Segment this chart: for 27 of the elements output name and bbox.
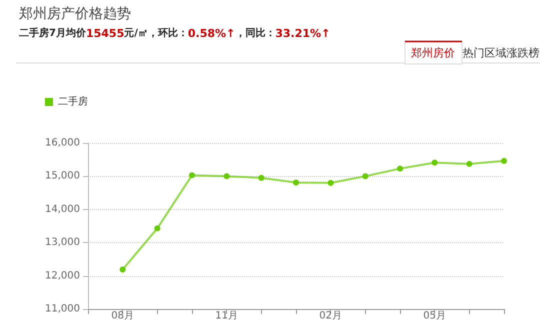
point bbox=[293, 180, 299, 186]
chart-subtitle: 二手房7月均价15455元/㎡，环比：0.58%↑，同比：33.21%↑ bbox=[19, 27, 330, 40]
point bbox=[432, 160, 438, 166]
y-tick-label: 15,000 bbox=[45, 170, 80, 182]
y-tick-label: 16,000 bbox=[45, 138, 80, 148]
y-tick-label: 11,000 bbox=[45, 304, 80, 314]
y-tick-label: 12,000 bbox=[45, 270, 80, 282]
x-tick-label: 11月 bbox=[215, 310, 238, 322]
point bbox=[397, 166, 403, 172]
text: 热门区域涨跌榜 bbox=[462, 46, 540, 60]
legend-label: 二手房 bbox=[58, 96, 88, 108]
point bbox=[154, 225, 160, 232]
point bbox=[362, 173, 368, 180]
x-tick-label: 08月 bbox=[111, 310, 134, 322]
y-tick-label: 14,000 bbox=[45, 204, 80, 215]
point bbox=[501, 158, 507, 164]
y-tick-label: 13,000 bbox=[45, 237, 80, 248]
point bbox=[258, 174, 264, 181]
point bbox=[466, 160, 472, 167]
point bbox=[120, 266, 126, 272]
text: 郑州房价 bbox=[411, 46, 455, 60]
chart-title: 郑州房产价格趋势 bbox=[19, 6, 131, 22]
point bbox=[224, 173, 230, 180]
x-tick-label: 02月 bbox=[319, 310, 342, 322]
x-tick-label: 05月 bbox=[423, 310, 446, 322]
point bbox=[328, 180, 334, 186]
point bbox=[189, 172, 195, 178]
